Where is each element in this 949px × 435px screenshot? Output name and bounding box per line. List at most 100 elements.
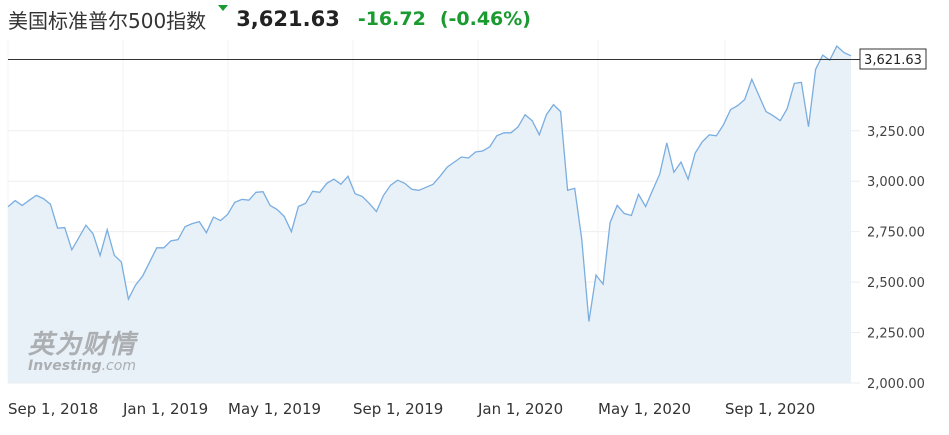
series-point (552, 103, 554, 105)
series-point (836, 45, 838, 47)
series-point (56, 227, 58, 229)
series-point (425, 186, 427, 188)
series-point (666, 142, 668, 144)
series-point (722, 124, 724, 126)
series-point (736, 104, 738, 106)
series-point (673, 171, 675, 173)
series-point (49, 203, 51, 205)
series-point (233, 201, 235, 203)
series-point (134, 284, 136, 286)
y-tick-label: 3,250.00 (867, 125, 925, 140)
series-point (106, 228, 108, 230)
series-point (340, 183, 342, 185)
series-point (481, 150, 483, 152)
series-point (821, 54, 823, 56)
quote-header: 美国标准普尔500指数 3,621.63 -16.72 (-0.46%) (8, 4, 531, 34)
series-point (7, 205, 9, 207)
price-change: -16.72 (357, 8, 426, 30)
series-point (92, 232, 94, 234)
series-point (255, 191, 257, 193)
series-point (659, 173, 661, 175)
x-tick-label: Sep 1, 2020 (725, 400, 815, 418)
series-point (311, 190, 313, 192)
last-price-label: 3,621.63 (864, 53, 922, 68)
series-point (581, 239, 583, 241)
series-point (850, 55, 852, 57)
last-price: 3,621.63 (236, 7, 340, 31)
series-point (141, 275, 143, 277)
series-point (616, 204, 618, 206)
index-name: 美国标准普尔500指数 (8, 8, 207, 33)
series-point (177, 239, 179, 241)
y-tick-label: 2,750.00 (867, 226, 925, 241)
series-point (843, 51, 845, 53)
series-point (283, 215, 285, 217)
series-point (411, 188, 413, 190)
series-point (503, 132, 505, 134)
series-point (35, 194, 37, 196)
series-point (389, 184, 391, 186)
series-point (198, 220, 200, 222)
series-point (226, 213, 228, 215)
series-point (71, 249, 73, 251)
series-point (326, 182, 328, 184)
series-point (14, 199, 16, 201)
series-point (467, 157, 469, 159)
series-point (531, 120, 533, 122)
series-point (262, 191, 264, 193)
series-point (163, 247, 165, 249)
x-tick-label: May 1, 2019 (228, 400, 321, 418)
series-point (687, 178, 689, 180)
series-point (460, 156, 462, 158)
series-point (396, 179, 398, 181)
series-point (113, 254, 115, 256)
x-tick-label: Sep 1, 2019 (353, 400, 443, 418)
series-point (99, 254, 101, 256)
series-point (751, 78, 753, 80)
last-price-box (859, 48, 927, 70)
series-point (432, 183, 434, 185)
series-point (276, 208, 278, 210)
series-point (347, 175, 349, 177)
series-point (241, 198, 243, 200)
series-point (744, 98, 746, 100)
series-point (191, 222, 193, 224)
series-point (623, 212, 625, 214)
series-point (545, 113, 547, 115)
series-point (517, 126, 519, 128)
series-point (538, 134, 540, 136)
series-point (559, 110, 561, 112)
series-point (404, 182, 406, 184)
series-point (758, 94, 760, 96)
series-point (148, 261, 150, 263)
series-point (630, 214, 632, 216)
x-tick-label: Jan 1, 2019 (122, 400, 208, 418)
series-point (566, 189, 568, 191)
x-tick-label: Sep 1, 2018 (8, 400, 98, 418)
series-point (609, 221, 611, 223)
series-point (333, 178, 335, 180)
series-point (42, 197, 44, 199)
price-area (8, 46, 851, 383)
series-point (368, 202, 370, 204)
series-point (680, 161, 682, 163)
series-point (489, 146, 491, 148)
series-point (694, 152, 696, 154)
y-axis-labels: 2,000.00 2,250.00 2,500.00 2,750.00 3,000.00… (867, 125, 925, 392)
x-axis-labels: Sep 1, 2018 Jan 1, 2019 May 1, 2019 Sep 1, … (8, 400, 815, 418)
series-point (304, 202, 306, 204)
series-point (78, 237, 80, 239)
series-point (269, 204, 271, 206)
series-point (779, 120, 781, 122)
down-triangle-icon (218, 5, 229, 11)
series-point (439, 175, 441, 177)
series-point (588, 320, 590, 322)
series-point (510, 132, 512, 134)
series-point (219, 219, 221, 221)
y-tick-label: 2,500.00 (867, 276, 925, 291)
series-point (297, 205, 299, 207)
series-point (446, 166, 448, 168)
series-point (574, 187, 576, 189)
series-point (318, 191, 320, 193)
